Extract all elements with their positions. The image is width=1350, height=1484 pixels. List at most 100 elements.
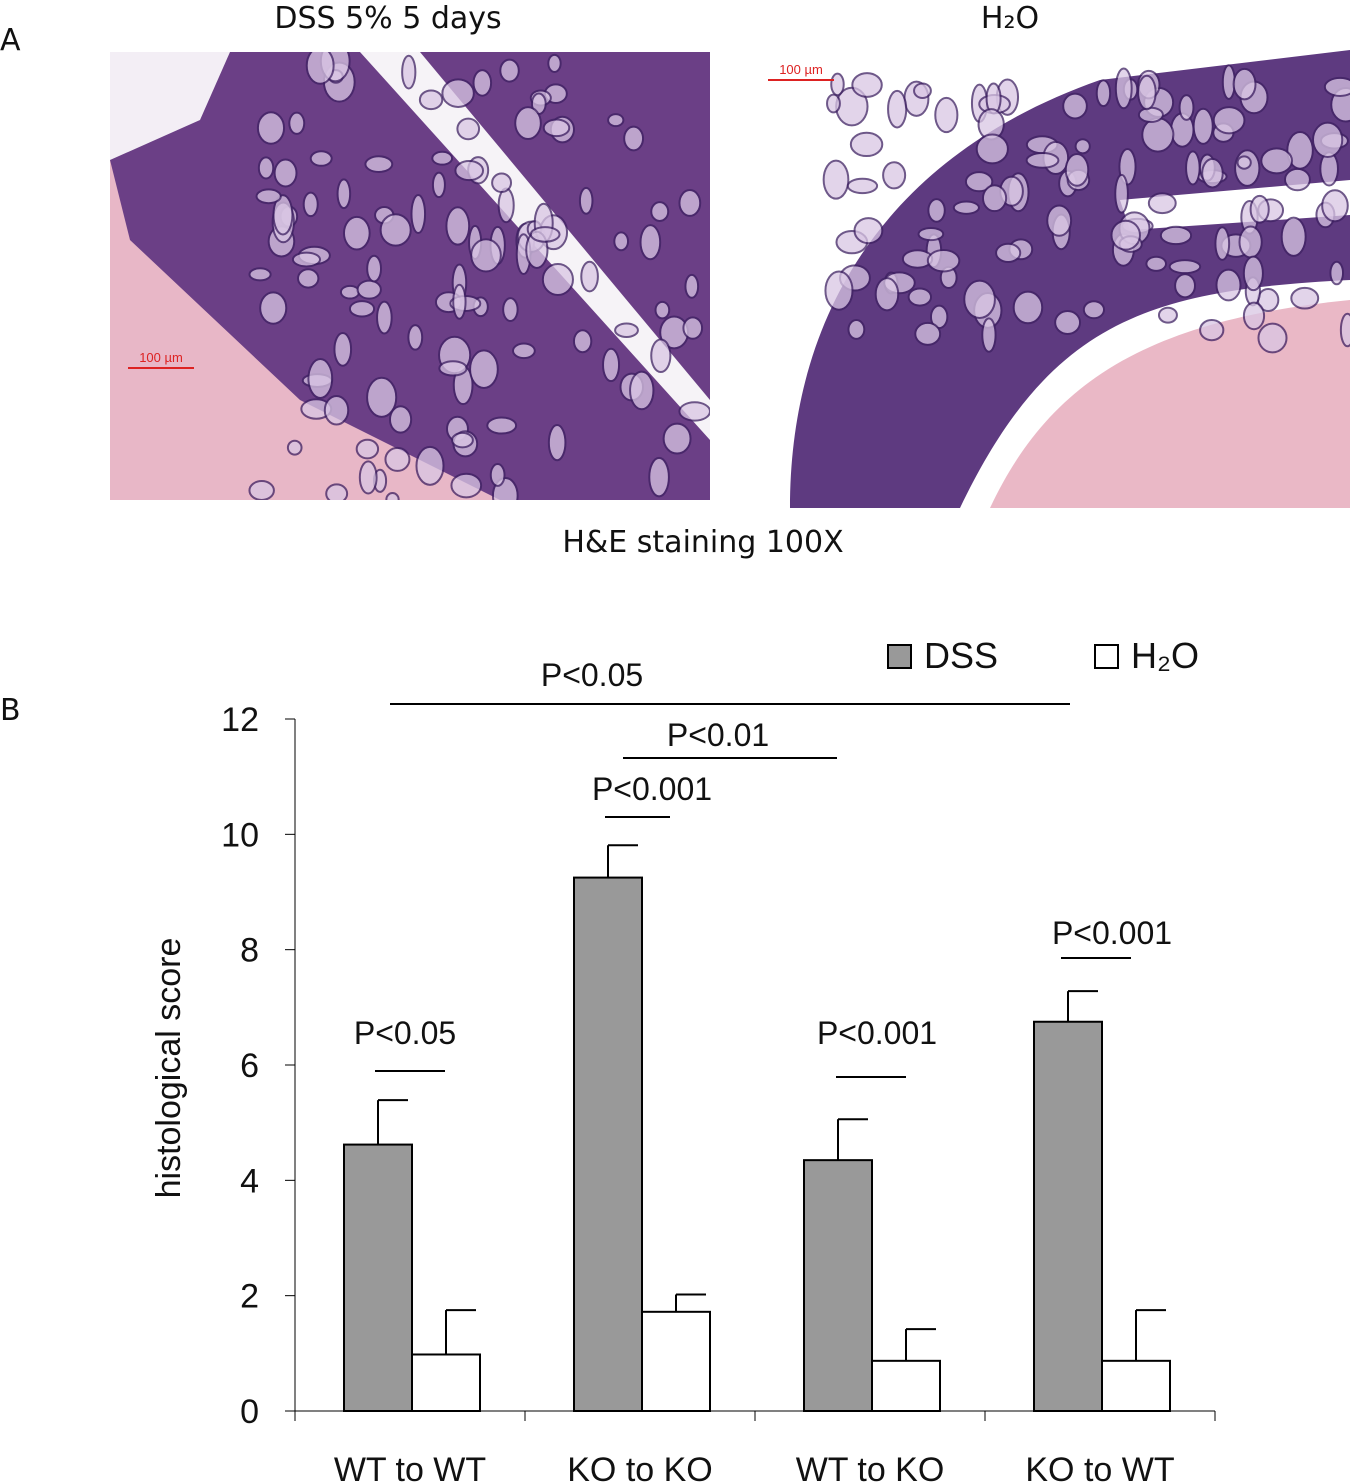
crypt: [1168, 259, 1202, 275]
crypt: [248, 267, 272, 282]
crypt: [1232, 67, 1257, 101]
crypt: [1062, 92, 1088, 120]
crypt: [1242, 255, 1264, 292]
legend-swatch: [887, 644, 912, 669]
crypt: [824, 270, 854, 311]
y-axis-label: histological score: [150, 938, 188, 1199]
legend-label: H₂O: [1131, 635, 1199, 676]
crypt: [454, 160, 485, 182]
crypt: [502, 297, 519, 323]
crypt: [1321, 189, 1349, 223]
crypt: [874, 277, 900, 312]
crypt: [648, 456, 670, 498]
crypt: [547, 423, 567, 462]
significance-label: P<0.001: [1052, 915, 1172, 951]
crypt: [514, 106, 542, 140]
crypt: [613, 231, 630, 252]
crypt: [333, 331, 353, 367]
crypt: [325, 483, 349, 500]
crypt: [410, 194, 427, 234]
crypt: [934, 96, 959, 134]
crypt: [1242, 301, 1266, 331]
crypt: [1329, 260, 1345, 286]
crypt: [305, 52, 335, 85]
crypt: [1178, 94, 1195, 121]
micrograph: [760, 50, 1350, 508]
crypt: [1260, 147, 1294, 175]
crypt: [1311, 121, 1344, 159]
crypt: [849, 131, 884, 158]
crypt: [1064, 153, 1090, 187]
crypt: [489, 463, 506, 487]
crypt: [255, 188, 282, 205]
bar: [871, 1359, 941, 1412]
crypt: [259, 291, 288, 325]
crypt: [607, 113, 625, 128]
crypt: [964, 171, 994, 193]
panel-label: B: [0, 693, 21, 728]
crypt: [1201, 157, 1224, 189]
bar: [803, 1159, 873, 1413]
y-tick-label: 6: [240, 1047, 259, 1085]
significance-label: P<0.05: [541, 657, 643, 693]
crypt: [847, 319, 866, 340]
crypt: [614, 322, 639, 339]
crypt: [307, 358, 334, 400]
crypt: [542, 118, 571, 138]
crypt: [1323, 76, 1350, 97]
significance-label: P<0.001: [592, 771, 712, 807]
crypt: [288, 111, 306, 135]
crypt: [678, 189, 702, 217]
crypt: [1339, 312, 1350, 348]
crypt: [1114, 173, 1129, 214]
crypt: [366, 254, 383, 283]
crypt: [682, 316, 704, 340]
crypt: [309, 150, 333, 167]
crypt: [580, 260, 599, 293]
crypt: [401, 54, 417, 90]
crypt: [379, 213, 412, 247]
crypt: [297, 268, 320, 289]
crypt: [826, 93, 841, 114]
y-tick-label: 8: [240, 932, 259, 970]
crypt: [602, 347, 621, 383]
crypt: [684, 273, 700, 299]
bar-chart: 0 2 4 6 8 10 12 WT to WT KO to KO WT to KO KO to W…: [221, 635, 1216, 1484]
crypt: [1174, 273, 1197, 299]
crypt: [1283, 167, 1311, 192]
crypt: [438, 360, 468, 377]
crypt: [678, 401, 710, 422]
crypt: [415, 445, 445, 486]
crypt: [1192, 107, 1214, 145]
crypt: [441, 78, 475, 108]
crypt: [623, 125, 645, 152]
crypt: [1137, 106, 1164, 123]
crypt: [981, 317, 997, 353]
crypt: [1280, 216, 1307, 257]
crypt: [355, 438, 380, 460]
crypt: [407, 324, 424, 351]
crypt: [366, 376, 398, 418]
crypt: [572, 329, 593, 354]
crypt: [963, 279, 996, 320]
crypt: [662, 422, 692, 455]
crypt: [336, 178, 352, 210]
crypt: [822, 159, 850, 200]
crypt: [384, 446, 411, 472]
crypt: [914, 321, 942, 346]
crypt: [356, 279, 382, 300]
crypt: [273, 158, 298, 188]
crypt: [1199, 318, 1225, 342]
crypt: [431, 150, 454, 166]
crypt: [470, 238, 502, 273]
significance-label: P<0.01: [667, 717, 769, 753]
legend-swatch: [1094, 644, 1119, 669]
crypt: [291, 251, 322, 268]
crypt: [1046, 204, 1073, 237]
crypt: [1238, 225, 1263, 259]
crypt: [358, 460, 378, 495]
y-tick-label: 12: [221, 701, 259, 739]
scale-label: 100 µm: [779, 62, 823, 77]
